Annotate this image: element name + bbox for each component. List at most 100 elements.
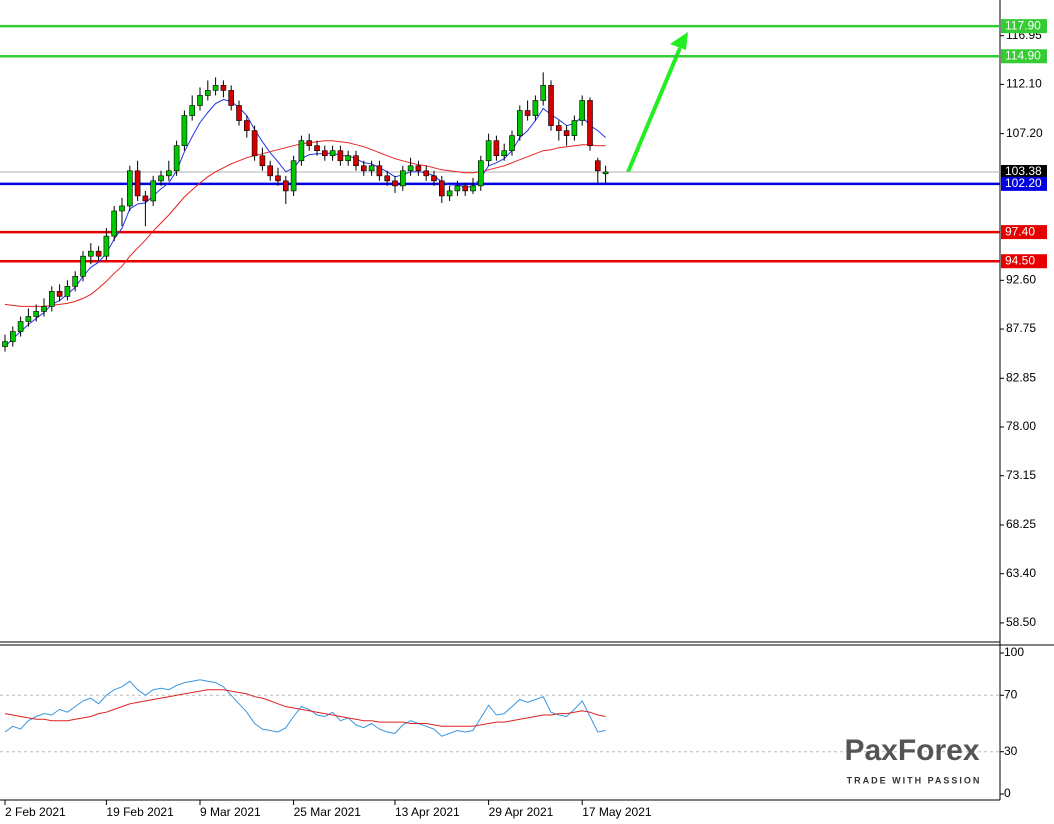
- y-tick-label: 82.85: [1006, 370, 1036, 384]
- candle-body: [345, 155, 352, 162]
- candle-body: [602, 171, 609, 175]
- level-label-box: [1001, 19, 1047, 34]
- candle-body: [244, 120, 250, 131]
- candle-body: [431, 175, 437, 182]
- logo-tagline: TRADE WITH PASSION: [847, 775, 982, 785]
- candle-body: [571, 120, 578, 136]
- candle-body: [587, 100, 593, 146]
- candle-body: [189, 105, 195, 116]
- indicator-line: [4, 679, 606, 737]
- candle-body: [236, 105, 242, 121]
- candle-body: [337, 150, 344, 162]
- candle-body: [119, 205, 125, 212]
- candle-body: [64, 286, 71, 297]
- y-tick-label: 58.50: [1006, 615, 1036, 629]
- candle-body: [376, 165, 383, 177]
- y-tick-label: 0: [1004, 786, 1011, 800]
- candle-body: [80, 255, 86, 277]
- level-label: 97.40: [1005, 224, 1035, 238]
- candle-body: [88, 250, 94, 257]
- x-tick-label: 13 Apr 2021: [395, 805, 460, 819]
- level-label: 103.38: [1005, 164, 1042, 178]
- candle-body: [25, 316, 32, 322]
- level-label: 114.90: [1005, 48, 1041, 62]
- candle-body: [103, 235, 110, 257]
- candle-body: [251, 130, 258, 157]
- candle-body: [548, 85, 554, 126]
- candle-body: [321, 150, 328, 157]
- level-label-box: [1001, 165, 1047, 180]
- candle-body: [10, 331, 16, 342]
- candle-body: [509, 135, 515, 152]
- candle-body: [17, 321, 24, 332]
- candle-body: [470, 185, 476, 192]
- candle-body: [259, 155, 266, 167]
- candle-body: [158, 175, 164, 182]
- candle-body: [298, 140, 305, 162]
- candle-body: [446, 190, 453, 197]
- candle-body: [524, 110, 531, 116]
- candle-body: [72, 275, 78, 287]
- y-tick-label: 78.00: [1006, 419, 1036, 433]
- indicator-line: [4, 689, 606, 727]
- candle-body: [212, 85, 219, 91]
- candle-body: [282, 180, 289, 192]
- candle-body: [142, 195, 149, 202]
- candle-body: [41, 306, 47, 312]
- candle-body: [228, 90, 234, 106]
- candle-body: [173, 145, 180, 172]
- candle-body: [516, 110, 523, 136]
- x-tick-label: 9 Mar 2021: [200, 805, 261, 819]
- level-label-box: [1001, 225, 1047, 240]
- candle-body: [33, 311, 40, 317]
- x-tick-label: 2 Feb 2021: [5, 805, 66, 819]
- candle-body: [563, 130, 570, 136]
- candle-body: [360, 165, 367, 172]
- candle-body: [290, 160, 297, 192]
- candle-body: [2, 341, 8, 347]
- candle-body: [95, 250, 102, 257]
- candle-body: [197, 95, 203, 106]
- candle-body: [454, 185, 461, 192]
- candle-body: [493, 140, 500, 157]
- candle-body: [181, 115, 188, 146]
- candle-body: [329, 150, 336, 157]
- y-tick-label: 63.40: [1006, 566, 1036, 580]
- candle-body: [540, 85, 547, 101]
- candle-body: [275, 175, 281, 182]
- y-tick-label: 112.10: [1006, 77, 1042, 91]
- level-label: 102.20: [1005, 176, 1042, 190]
- x-tick-label: 19 Feb 2021: [106, 805, 174, 819]
- candle-body: [392, 180, 398, 187]
- candle-body: [407, 165, 414, 172]
- candle-body: [438, 180, 445, 197]
- candle-body: [415, 165, 422, 172]
- candle-body: [150, 180, 156, 202]
- candle-body: [368, 165, 375, 172]
- x-tick-label: 17 May 2021: [582, 805, 652, 819]
- candle-body: [384, 175, 391, 182]
- candle-body: [555, 125, 562, 131]
- forecast-arrow: [626, 32, 688, 173]
- candle-body: [48, 291, 55, 307]
- candle-body: [111, 210, 117, 237]
- candle-body: [127, 170, 133, 207]
- candle-body: [134, 170, 141, 197]
- y-tick-label: 87.75: [1006, 321, 1036, 335]
- candle-body: [532, 100, 539, 116]
- y-tick-label: 107.20: [1006, 126, 1043, 140]
- level-label-box: [1001, 254, 1047, 269]
- y-tick-label: 30: [1004, 744, 1018, 758]
- candle-body: [485, 140, 492, 162]
- logo: PaxForex TRADE WITH PASSION: [844, 734, 982, 785]
- candle-body: [353, 155, 359, 167]
- candle-body: [477, 160, 484, 187]
- y-tick-label: 70: [1004, 687, 1018, 701]
- candle-body: [166, 170, 172, 177]
- level-label-box: [1001, 176, 1047, 191]
- y-tick-label: 92.60: [1006, 272, 1036, 286]
- moving-average: [4, 140, 606, 307]
- x-tick-label: 29 Apr 2021: [489, 805, 554, 819]
- arrow-head: [670, 32, 688, 50]
